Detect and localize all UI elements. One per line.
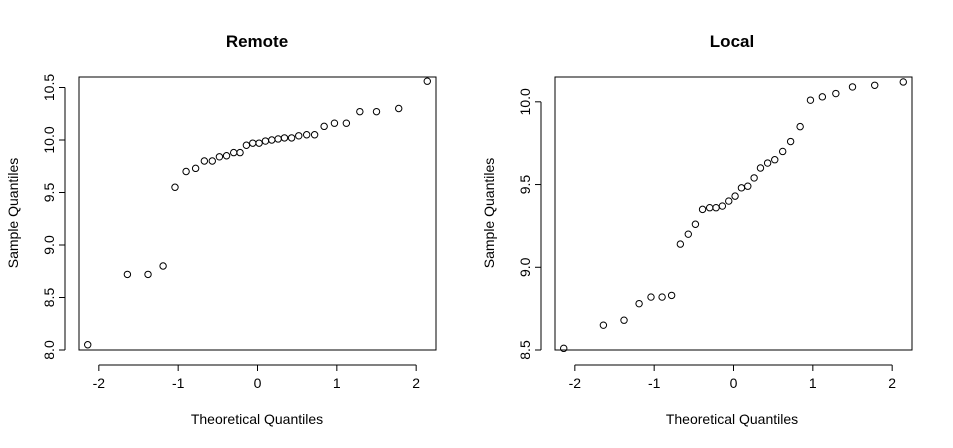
data-point bbox=[667, 291, 676, 300]
x-tick-label: 1 bbox=[333, 375, 341, 391]
data-point bbox=[620, 316, 628, 324]
data-point bbox=[712, 204, 720, 212]
data-point bbox=[771, 156, 779, 164]
data-point bbox=[372, 107, 381, 116]
x-tick-label: -2 bbox=[569, 375, 582, 391]
data-point bbox=[647, 293, 655, 301]
y-tick-label: 8.5 bbox=[41, 288, 57, 308]
data-point bbox=[200, 157, 209, 165]
data-point bbox=[763, 159, 772, 167]
data-point bbox=[698, 205, 707, 214]
data-point bbox=[423, 77, 431, 85]
x-tick-label: -1 bbox=[648, 375, 661, 391]
x-axis: -2 -1 0 1 2 bbox=[93, 364, 420, 391]
data-point bbox=[171, 183, 179, 191]
data-point bbox=[330, 119, 339, 127]
data-point bbox=[84, 341, 92, 349]
data-point bbox=[342, 119, 351, 127]
y-tick-label: 10.0 bbox=[517, 88, 533, 115]
data-point bbox=[599, 321, 608, 329]
data-point bbox=[236, 148, 244, 157]
data-point bbox=[832, 89, 840, 98]
y-tick-label: 9.0 bbox=[517, 257, 533, 277]
data-point bbox=[182, 167, 190, 176]
data-point bbox=[658, 293, 666, 301]
x-axis-label: Theoretical Quantiles bbox=[666, 411, 798, 427]
y-axis: 8.0 8.5 9.0 9.5 10.0 10.5 bbox=[41, 74, 66, 360]
plot-frame bbox=[78, 76, 437, 351]
data-point bbox=[796, 122, 804, 131]
data-point bbox=[871, 81, 879, 89]
data-point bbox=[818, 93, 827, 101]
data-points bbox=[560, 78, 907, 353]
y-tick-label: 9.0 bbox=[41, 235, 57, 255]
y-tick-label: 8.0 bbox=[41, 340, 57, 360]
data-point bbox=[320, 122, 328, 131]
data-point bbox=[750, 174, 758, 182]
y-tick-label: 9.5 bbox=[41, 183, 57, 203]
remote-qq-panel: Remote Theoretical Quantiles Sample Quan… bbox=[5, 32, 437, 427]
data-point bbox=[786, 137, 795, 146]
y-axis-label: Sample Quantiles bbox=[5, 158, 21, 269]
data-point bbox=[744, 182, 752, 190]
x-axis: -2 -1 0 1 2 bbox=[569, 364, 896, 391]
data-point bbox=[356, 107, 364, 116]
y-tick-label: 10.0 bbox=[41, 126, 57, 153]
data-point bbox=[718, 202, 727, 210]
data-point bbox=[208, 157, 216, 165]
data-point bbox=[123, 270, 132, 279]
data-point bbox=[731, 192, 739, 200]
data-point bbox=[230, 148, 238, 157]
y-tick-label: 8.5 bbox=[517, 340, 533, 360]
data-point bbox=[848, 83, 857, 91]
data-point bbox=[560, 344, 568, 353]
data-point bbox=[676, 240, 685, 248]
data-point bbox=[806, 96, 815, 104]
chart-title: Remote bbox=[226, 32, 288, 51]
x-tick-label: -1 bbox=[172, 375, 185, 391]
data-point bbox=[249, 139, 257, 147]
data-point bbox=[287, 134, 296, 142]
data-point bbox=[725, 197, 733, 205]
data-point bbox=[280, 134, 289, 142]
y-tick-label: 9.5 bbox=[517, 175, 533, 195]
x-tick-label: 0 bbox=[730, 375, 738, 391]
y-axis-label: Sample Quantiles bbox=[481, 158, 497, 269]
data-point bbox=[302, 131, 311, 139]
data-point bbox=[706, 204, 714, 212]
data-point bbox=[295, 132, 303, 140]
data-point bbox=[310, 131, 319, 139]
data-point bbox=[268, 136, 276, 144]
data-point bbox=[144, 270, 152, 279]
data-point bbox=[778, 147, 787, 156]
data-point bbox=[159, 262, 167, 270]
data-point bbox=[191, 164, 200, 173]
data-point bbox=[635, 299, 643, 308]
data-point bbox=[274, 135, 282, 143]
chart-title: Local bbox=[710, 32, 754, 51]
x-tick-label: 2 bbox=[412, 375, 420, 391]
data-point bbox=[242, 141, 251, 149]
y-tick-label: 10.5 bbox=[41, 74, 57, 101]
data-point bbox=[756, 164, 765, 172]
x-tick-label: 0 bbox=[254, 375, 262, 391]
data-point bbox=[899, 78, 907, 86]
data-point bbox=[684, 230, 692, 238]
data-point bbox=[255, 139, 263, 147]
data-point bbox=[215, 153, 224, 161]
plot-frame bbox=[554, 76, 913, 351]
y-axis: 8.5 9.0 9.5 10.0 bbox=[517, 88, 542, 360]
data-points bbox=[84, 77, 431, 349]
x-tick-label: 1 bbox=[809, 375, 817, 391]
data-point bbox=[261, 137, 270, 145]
data-point bbox=[691, 220, 700, 228]
data-point bbox=[222, 152, 231, 160]
x-tick-label: 2 bbox=[888, 375, 896, 391]
local-qq-panel: Local Theoretical Quantiles Sample Quant… bbox=[481, 32, 913, 427]
x-tick-label: -2 bbox=[93, 375, 106, 391]
x-axis-label: Theoretical Quantiles bbox=[191, 411, 323, 427]
data-point bbox=[395, 104, 403, 113]
data-point bbox=[737, 184, 746, 192]
